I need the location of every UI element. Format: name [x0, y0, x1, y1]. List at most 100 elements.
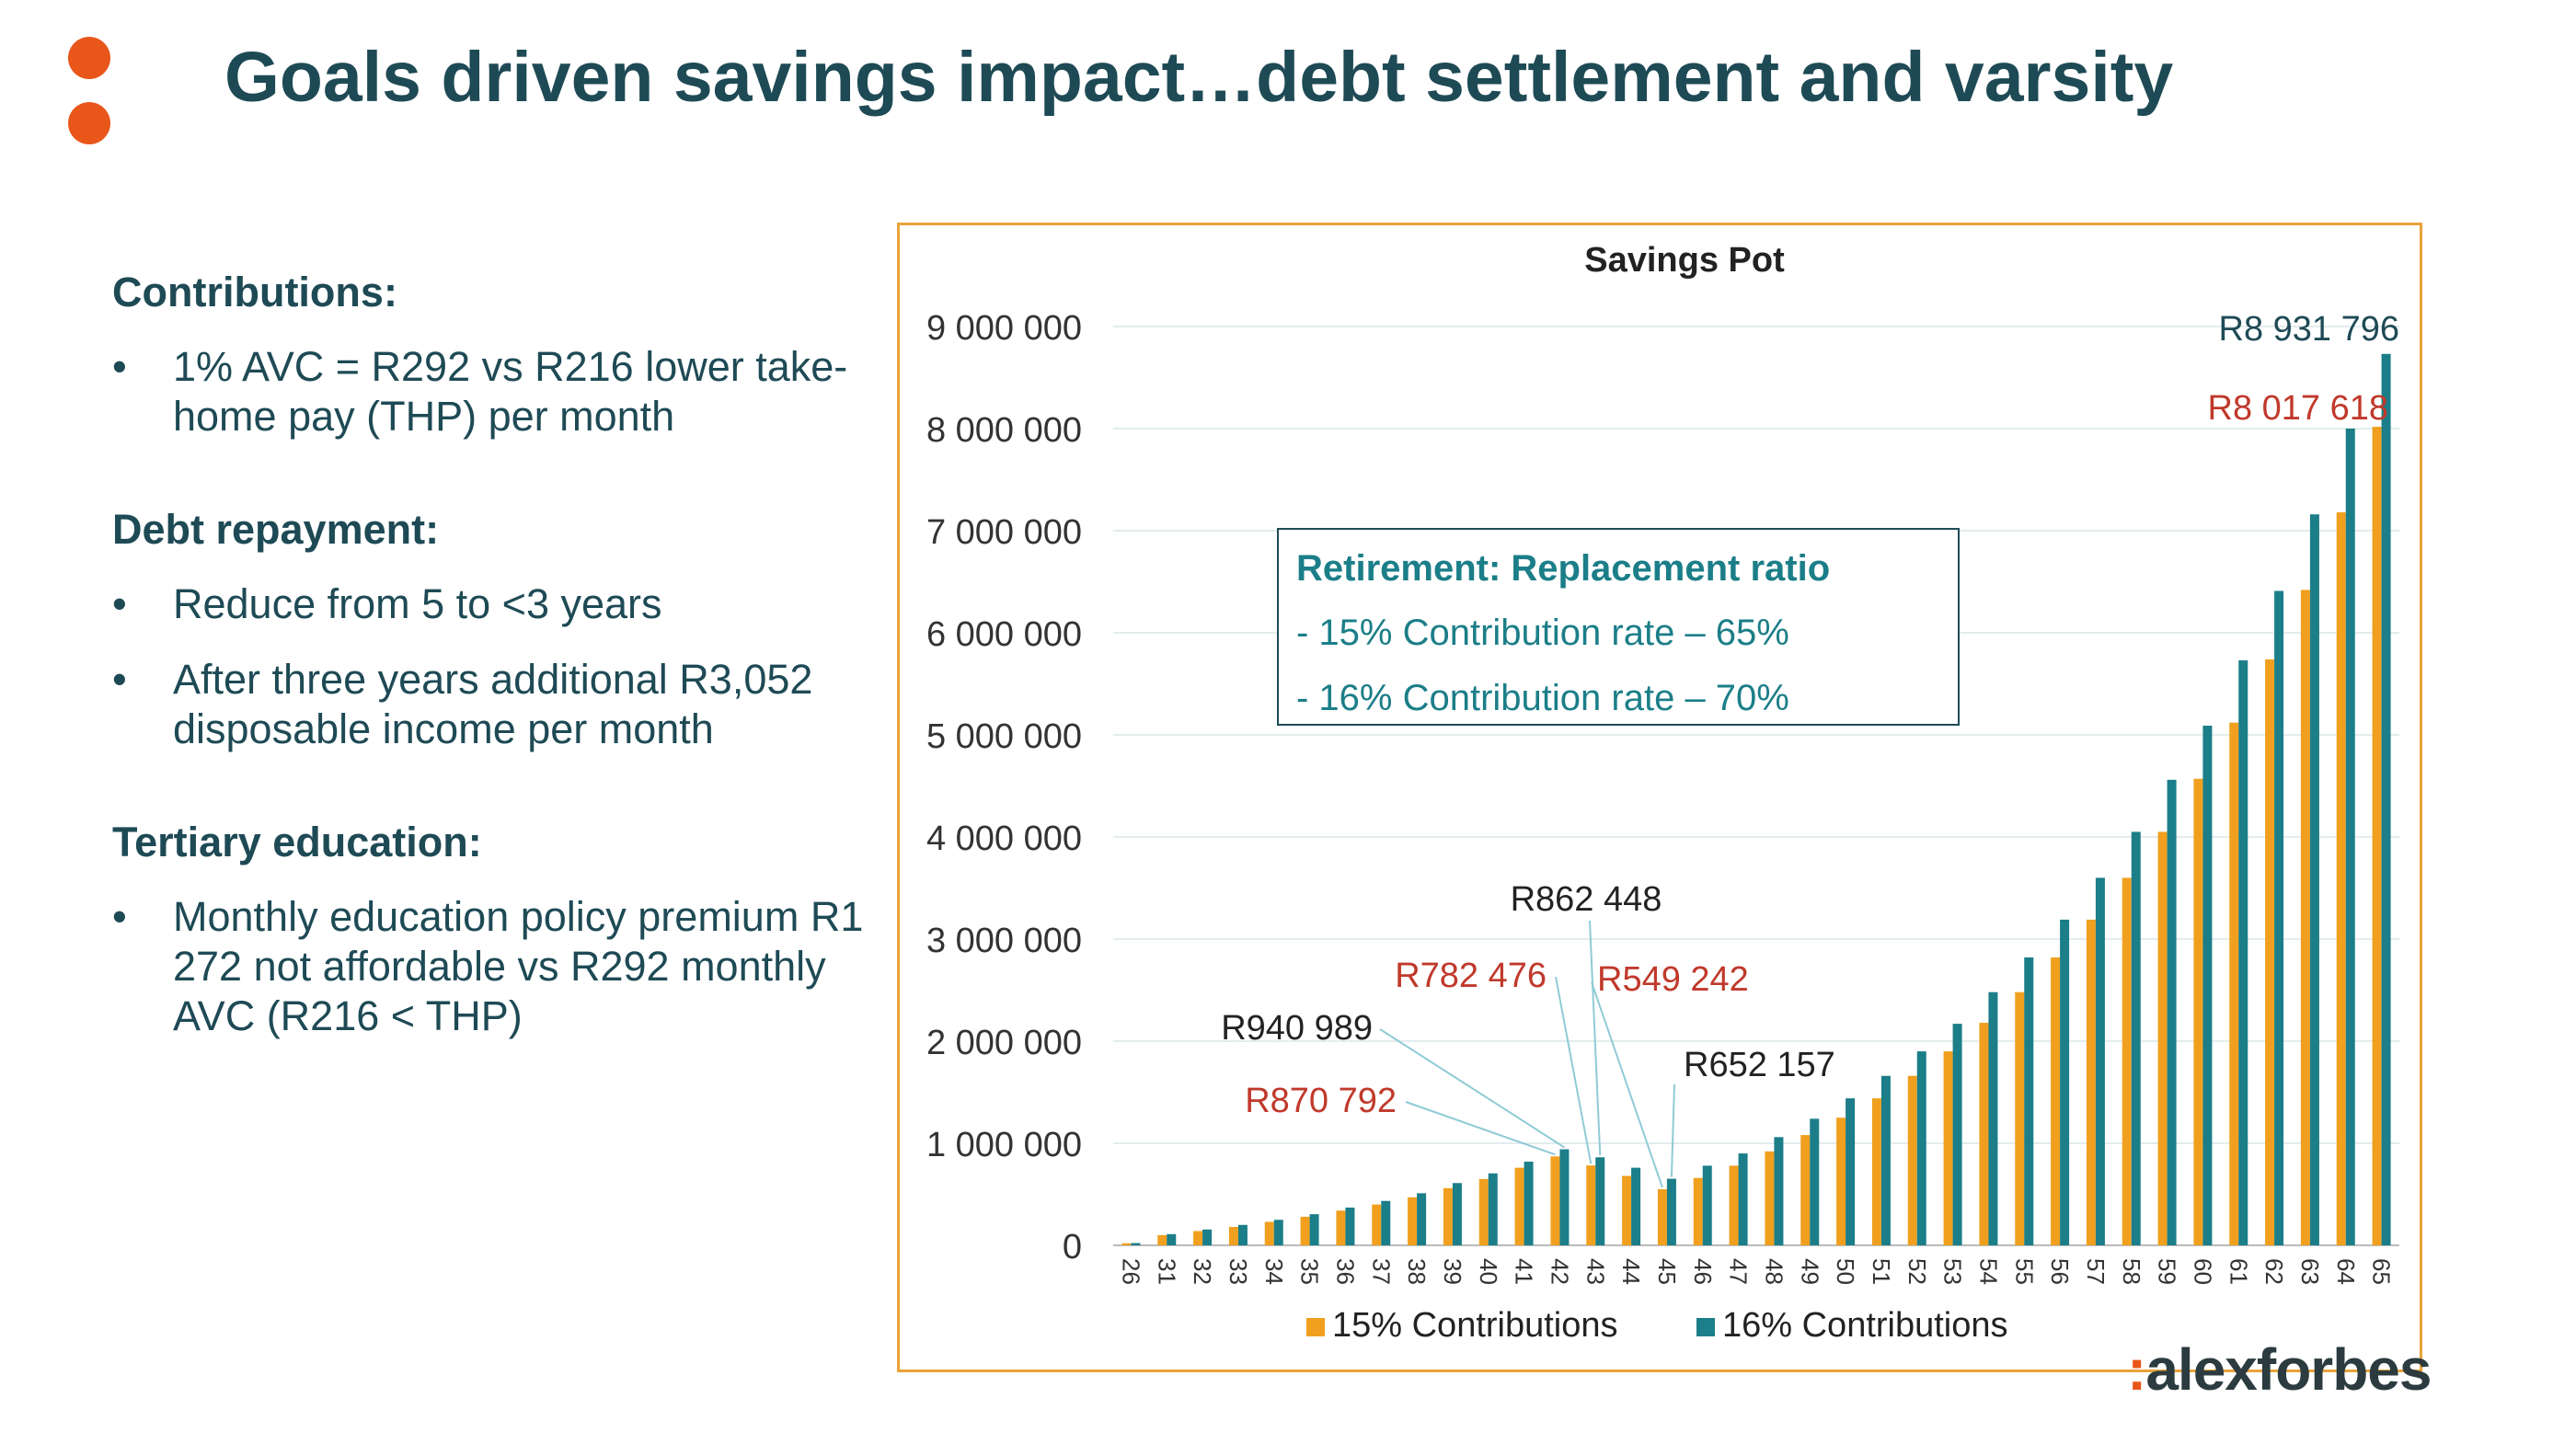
y-tick-label: 7 000 000	[926, 513, 1082, 552]
x-tick-label: 45	[1653, 1258, 1681, 1285]
bar-15pct	[1372, 1204, 1382, 1245]
data-label: R782 476	[1395, 957, 1547, 995]
y-tick-label: 9 000 000	[926, 309, 1082, 348]
bullet-icon: •	[112, 893, 127, 940]
x-tick-label: 51	[1868, 1258, 1895, 1285]
bullet-icon: •	[112, 343, 127, 390]
leader-line	[1589, 920, 1602, 1156]
bar-15pct	[1729, 1165, 1739, 1245]
x-tick-label: 46	[1689, 1258, 1717, 1285]
list-item: • 1% AVC = R292 vs R216 lower take-home p…	[112, 342, 867, 441]
bar-16pct	[2309, 514, 2319, 1245]
x-tick-label: 47	[1725, 1258, 1753, 1285]
x-tick-label: 65	[2368, 1258, 2396, 1285]
list-item: • Reduce from 5 to <3 years	[112, 579, 867, 629]
x-tick-label: 57	[2082, 1258, 2110, 1285]
leader-line	[1591, 981, 1663, 1188]
accent-dot-bottom	[68, 102, 110, 144]
bar-15pct	[2229, 722, 2239, 1245]
bar-16pct	[2024, 957, 2034, 1245]
bar-15pct	[1193, 1231, 1203, 1245]
alexforbes-logo: :alexforbes	[2127, 1335, 2432, 1404]
x-tick-label: 60	[2189, 1258, 2216, 1285]
bar-16pct	[1666, 1178, 1676, 1245]
logo-colon: :	[2127, 1336, 2146, 1403]
leader-line	[1379, 1028, 1565, 1149]
section-heading-debt: Debt repayment:	[112, 506, 440, 553]
x-tick-label: 42	[1546, 1258, 1573, 1285]
bullet-text: 1% AVC = R292 vs R216 lower take-home pa…	[173, 343, 848, 440]
section-heading-contributions: Contributions:	[112, 269, 397, 315]
x-tick-label: 56	[2046, 1258, 2074, 1285]
bar-16pct	[1559, 1149, 1570, 1245]
leader-line	[1670, 1083, 1675, 1177]
y-tick-label: 3 000 000	[926, 922, 1082, 960]
accent-dot-top	[68, 37, 110, 79]
replacement-ratio-line: - 15% Contribution rate – 65%	[1296, 613, 1789, 653]
x-tick-label: 50	[1832, 1258, 1859, 1285]
bar-16pct	[1452, 1183, 1462, 1245]
x-tick-label: 34	[1260, 1258, 1288, 1285]
legend-swatch	[1696, 1318, 1715, 1336]
bar-15pct	[2300, 590, 2310, 1245]
bar-15pct	[1765, 1151, 1775, 1245]
bar-15pct	[2193, 778, 2203, 1245]
data-label: R8 931 796	[2219, 310, 2400, 349]
bar-16pct	[1774, 1137, 1784, 1245]
bar-16pct	[2167, 779, 2177, 1245]
bar-16pct	[1309, 1214, 1319, 1245]
x-tick-label: 40	[1475, 1258, 1502, 1285]
bar-16pct	[2060, 919, 2070, 1245]
bar-15pct	[1408, 1197, 1418, 1245]
bar-15pct	[1836, 1117, 1846, 1245]
y-tick-label: 4 000 000	[926, 819, 1082, 858]
bar-15pct	[1300, 1216, 1310, 1245]
bar-16pct	[1988, 991, 1998, 1245]
bar-16pct	[1381, 1200, 1391, 1245]
list-item: • Monthly education policy premium R1 272…	[112, 892, 867, 1041]
data-label: R8 017 618	[2208, 389, 2389, 428]
slide-title: Goals driven savings impact…debt settlem…	[224, 38, 2174, 117]
legend-swatch	[1306, 1318, 1325, 1336]
bar-15pct	[1871, 1098, 1881, 1245]
data-label: R870 792	[1245, 1082, 1397, 1120]
replacement-ratio-line: - 16% Contribution rate – 70%	[1296, 678, 1789, 718]
x-tick-label: 35	[1296, 1258, 1324, 1285]
chart-frame: Savings Pot 0 1 000 000 2 000 000 3 000 000 4…	[897, 223, 2422, 1372]
bar-16pct	[2381, 353, 2391, 1245]
bar-15pct	[2122, 877, 2132, 1245]
x-tick-label: 39	[1439, 1258, 1466, 1285]
contributions-list: • 1% AVC = R292 vs R216 lower take-home p…	[112, 342, 867, 441]
bar-15pct	[2372, 427, 2382, 1245]
x-tick-label: 36	[1331, 1258, 1359, 1285]
bar-16pct	[1810, 1118, 1820, 1245]
x-tick-label: 43	[1581, 1258, 1609, 1285]
bar-16pct	[1237, 1224, 1248, 1245]
bar-16pct	[1846, 1098, 1856, 1245]
x-tick-label: 53	[1939, 1258, 1967, 1285]
bullet-icon: •	[112, 580, 127, 627]
data-label: R940 989	[1221, 1009, 1373, 1048]
x-tick-label: 48	[1760, 1258, 1788, 1285]
bar-15pct	[1657, 1189, 1667, 1245]
bar-15pct	[1622, 1175, 1632, 1245]
chart-title: Savings Pot	[1584, 241, 1785, 280]
bar-15pct	[2265, 659, 2275, 1245]
x-tick-label: 37	[1367, 1258, 1395, 1285]
bar-15pct	[2051, 957, 2061, 1245]
bullet-text: Reduce from 5 to <3 years	[173, 580, 662, 627]
x-tick-label: 64	[2332, 1258, 2360, 1285]
logo-text: alexforbes	[2145, 1336, 2432, 1403]
bar-16pct	[1524, 1161, 1534, 1245]
bar-15pct	[1943, 1051, 1953, 1245]
x-tick-label: 26	[1117, 1258, 1144, 1285]
y-tick-label: 2 000 000	[926, 1024, 1082, 1062]
bar-16pct	[1595, 1157, 1605, 1245]
bullet-text: After three years additional R3,052 disp…	[173, 656, 813, 752]
tertiary-list: • Monthly education policy premium R1 272…	[112, 892, 867, 1041]
y-tick-label: 0	[1063, 1228, 1082, 1266]
bar-16pct	[1202, 1229, 1213, 1245]
leader-line	[1405, 1101, 1556, 1156]
bar-16pct	[1167, 1233, 1177, 1245]
bar-15pct	[1121, 1243, 1132, 1245]
